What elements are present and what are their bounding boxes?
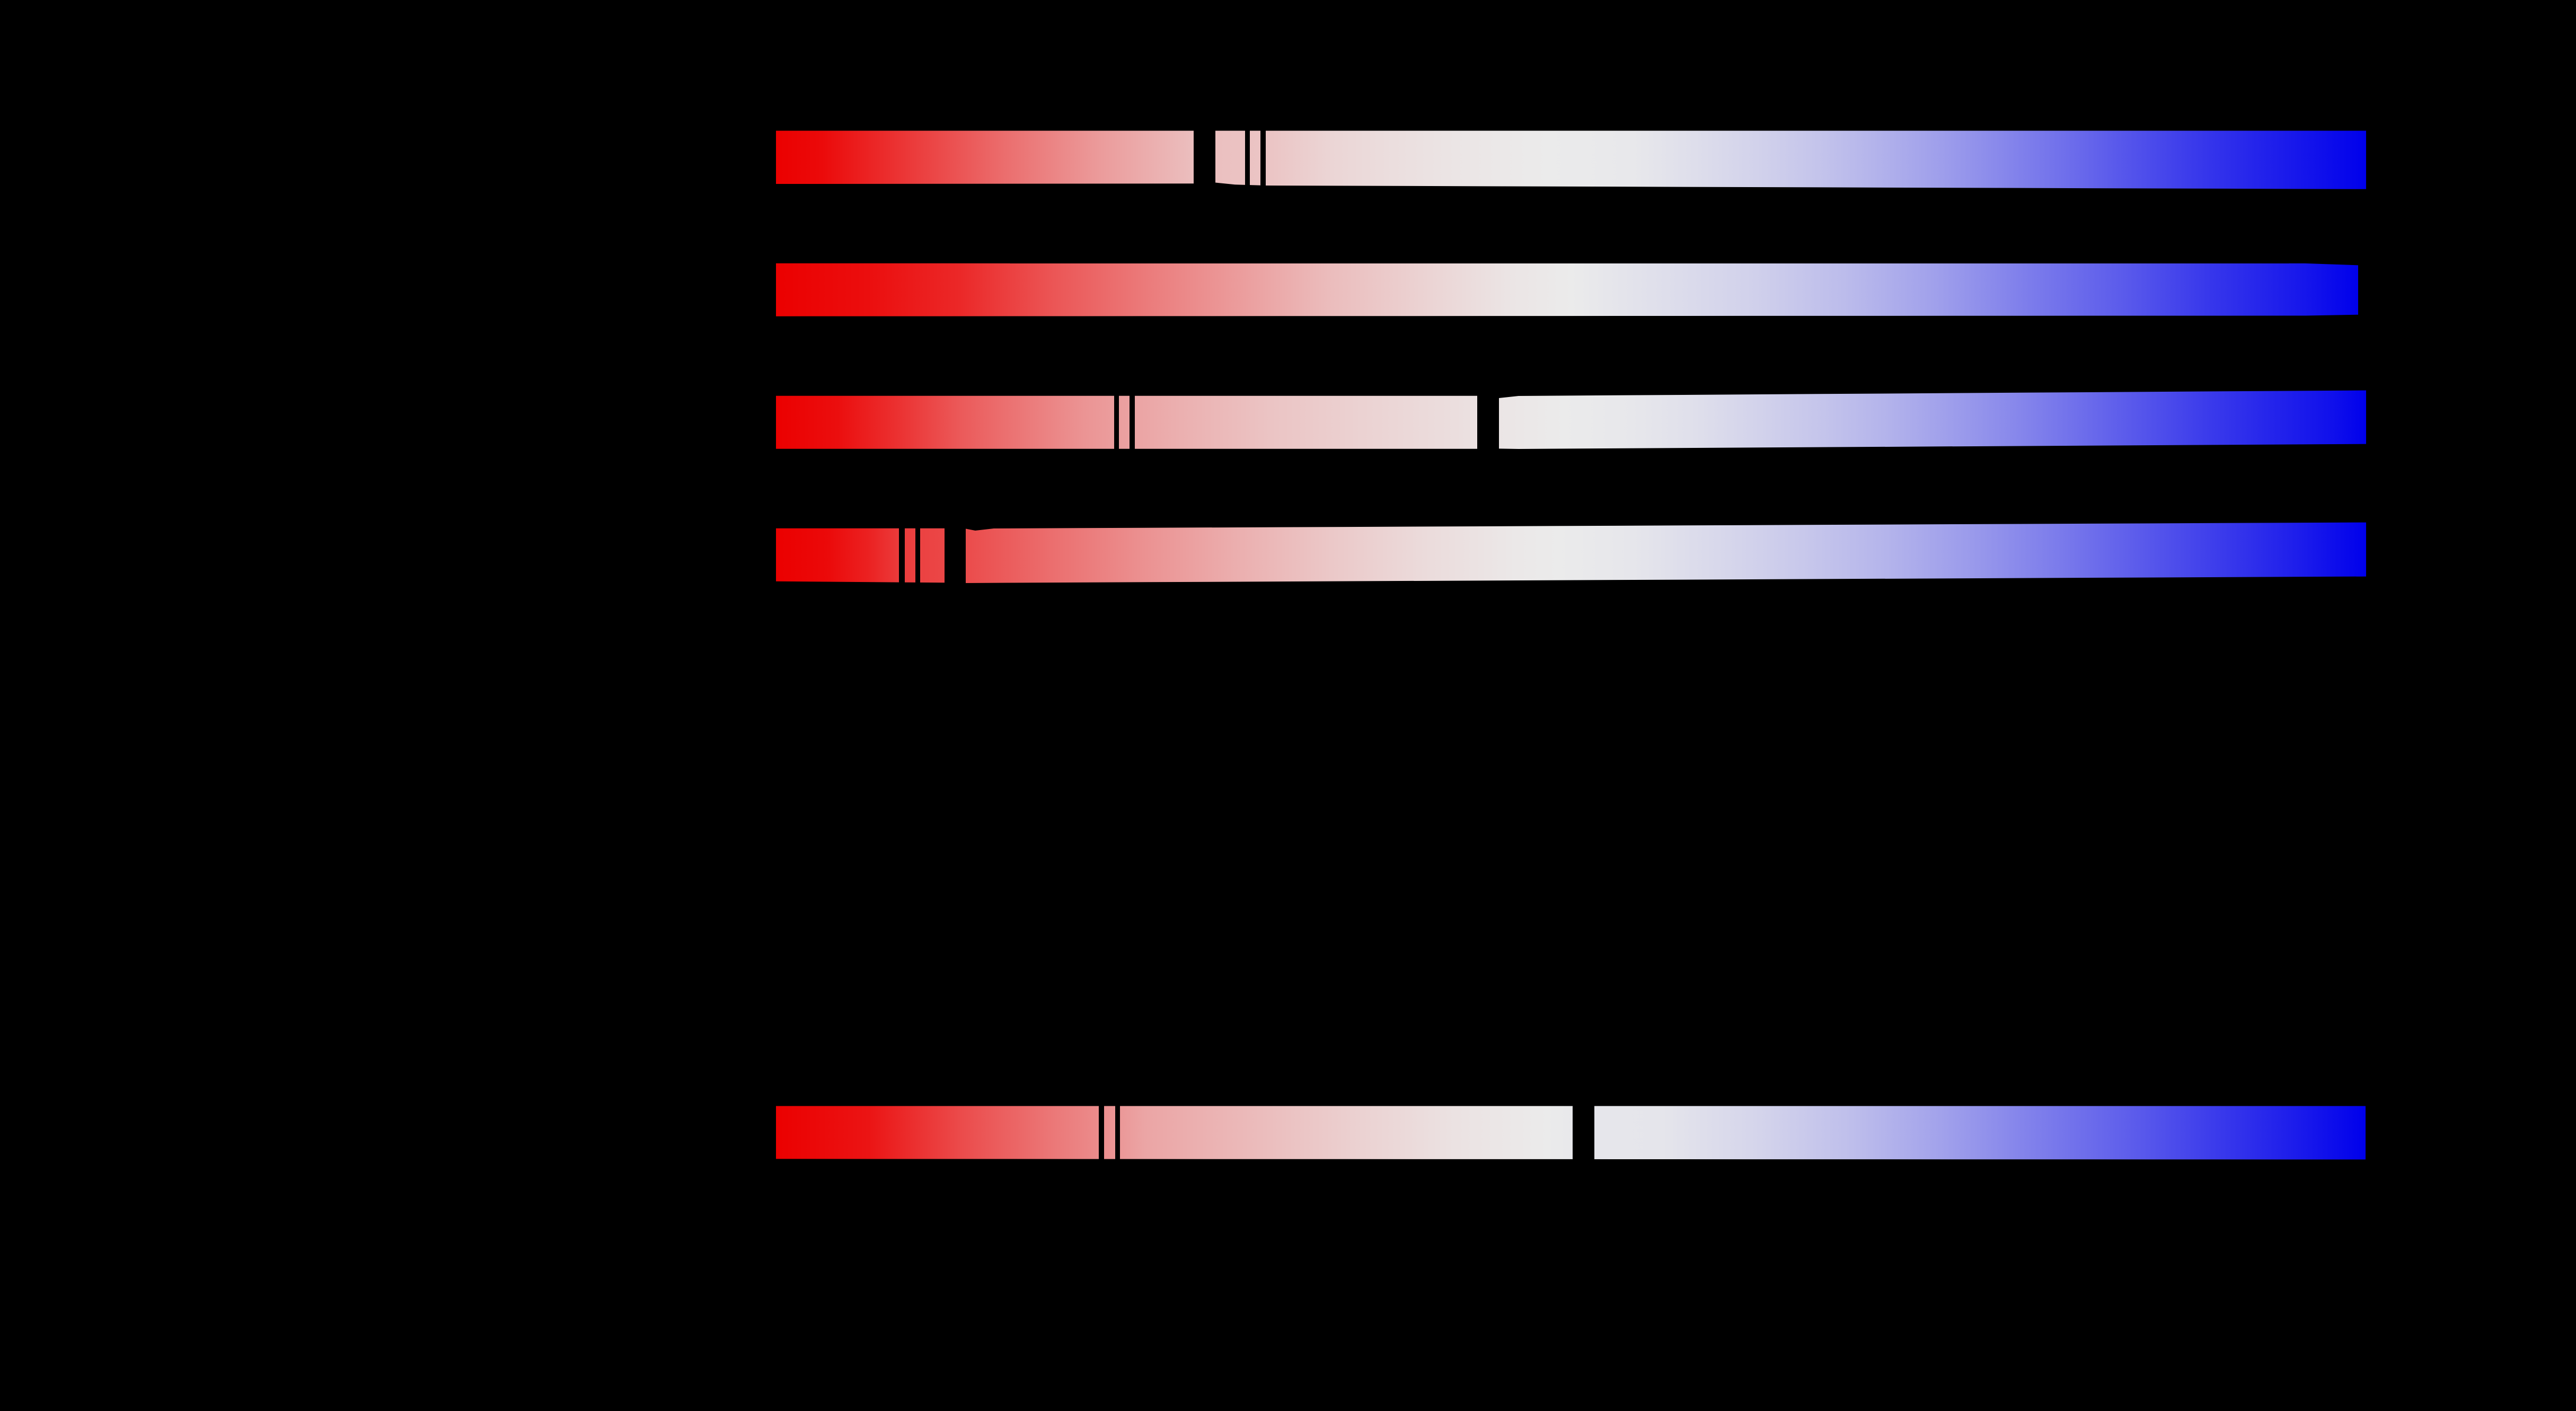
track-1-bar — [776, 130, 2366, 189]
track-2-bar — [776, 263, 2358, 316]
track-3-gap-3 — [1477, 387, 1499, 452]
track-1-gap-2 — [1245, 127, 1250, 192]
track-3-gap-2 — [1130, 387, 1135, 452]
track-4-bar — [776, 522, 2366, 583]
track-1-gap-3 — [1260, 127, 1266, 192]
track-4-gap-3 — [945, 519, 966, 586]
track-3-gap-1 — [1114, 387, 1119, 452]
track-5-gap-2 — [1115, 1103, 1120, 1163]
track-1-gap-1 — [1194, 127, 1215, 192]
track-5-gap-1 — [1099, 1103, 1104, 1163]
track-3-bar — [776, 390, 2366, 449]
track-5-bar — [776, 1106, 2366, 1160]
track-4-gap-1 — [899, 519, 905, 586]
track-4-gap-2 — [915, 519, 920, 586]
track-5-gap-3 — [1573, 1103, 1594, 1163]
